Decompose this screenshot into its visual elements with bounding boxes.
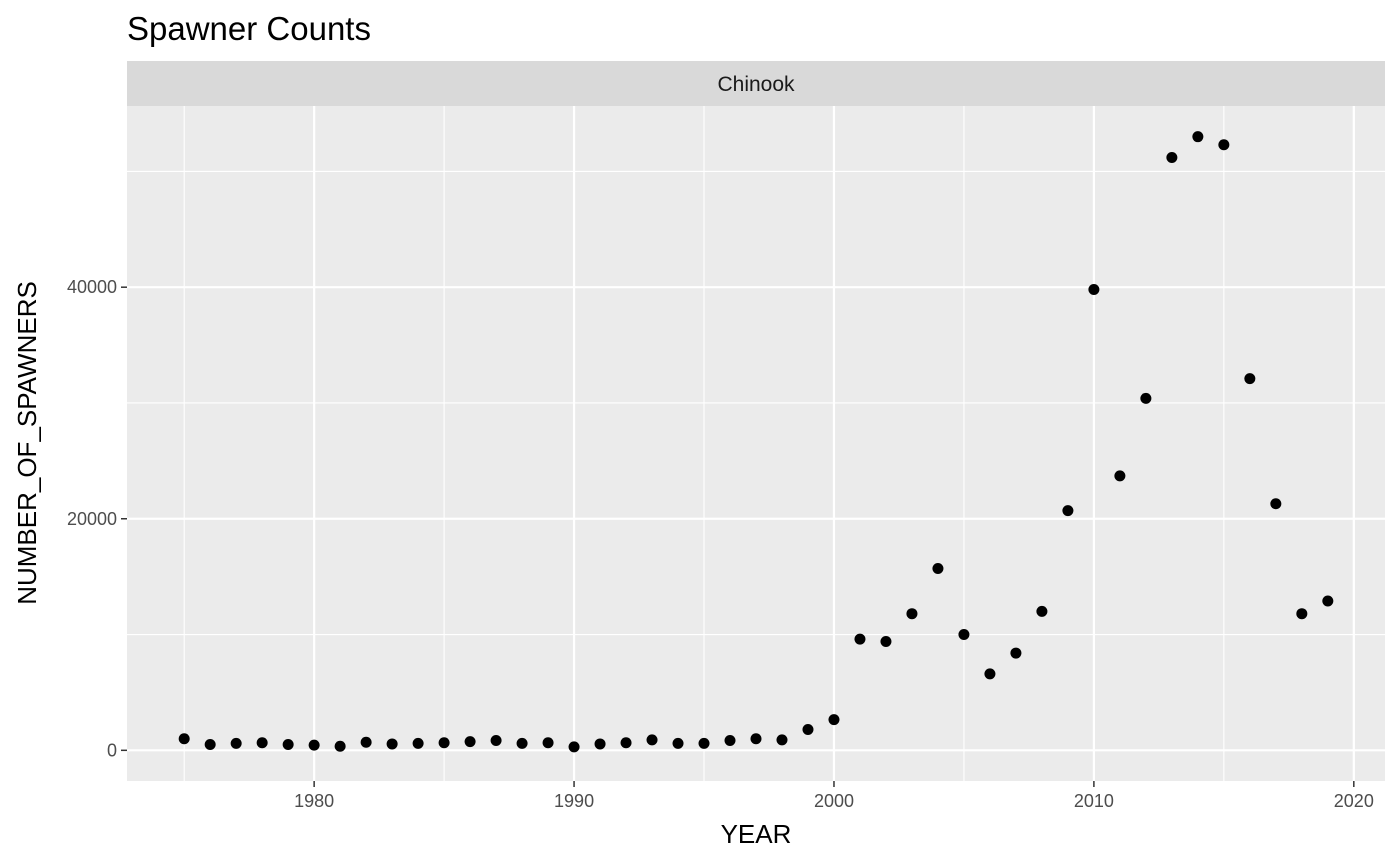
data-point [776,734,788,746]
data-point [1244,373,1256,385]
y-tick-label: 20000 [67,509,117,529]
data-point [204,739,216,751]
data-point [854,633,866,645]
data-point [256,737,268,749]
data-point [1088,284,1100,296]
data-point [1114,470,1126,482]
data-point [1036,605,1048,617]
data-point [594,738,606,750]
y-axis-title: NUMBER_OF_SPAWNERS [12,281,42,605]
chart-title: Spawner Counts [127,10,371,47]
x-tick-label: 2020 [1334,791,1374,811]
data-point [516,737,528,749]
data-point [282,739,294,751]
data-point [672,737,684,749]
minor-gridlines [127,106,1385,781]
data-point [1192,131,1204,143]
x-axis-title: YEAR [721,819,792,849]
facet-label: Chinook [717,73,795,96]
y-axis: 0 20000 40000 [67,277,127,760]
data-point [178,733,190,745]
y-tick-label: 40000 [67,277,117,297]
data-point [386,738,398,750]
data-point [1166,152,1178,164]
y-tick-label: 0 [107,740,117,760]
data-point [750,733,762,745]
x-tick-label: 1980 [294,791,334,811]
data-point [880,635,892,647]
data-point [1322,595,1334,607]
data-point [1140,392,1152,404]
data-point [1218,139,1230,151]
facet-strip [127,61,1385,106]
data-point [698,737,710,749]
x-axis: 1980 1990 2000 2010 2020 [294,781,1374,811]
data-point [334,740,346,752]
data-point [568,741,580,753]
data-point [230,737,242,749]
plot-panel [127,106,1385,781]
data-point [724,734,736,746]
data-point [1010,647,1022,659]
data-point [828,714,840,726]
data-point [438,737,450,749]
data-point [620,737,632,749]
data-point [360,736,372,748]
data-point [490,734,502,746]
data-point [984,668,996,680]
data-point [802,723,814,735]
x-tick-label: 1990 [554,791,594,811]
data-point [1296,608,1308,620]
data-point [958,629,970,641]
data-points [178,131,1334,753]
data-point [906,608,918,620]
data-point [412,737,424,749]
data-point [542,737,554,749]
data-point [308,739,320,751]
data-point [646,734,658,746]
data-point [1270,498,1282,510]
x-tick-label: 2000 [814,791,854,811]
data-point [464,736,476,748]
data-point [932,563,944,575]
x-tick-label: 2010 [1074,791,1114,811]
data-point [1062,505,1074,517]
